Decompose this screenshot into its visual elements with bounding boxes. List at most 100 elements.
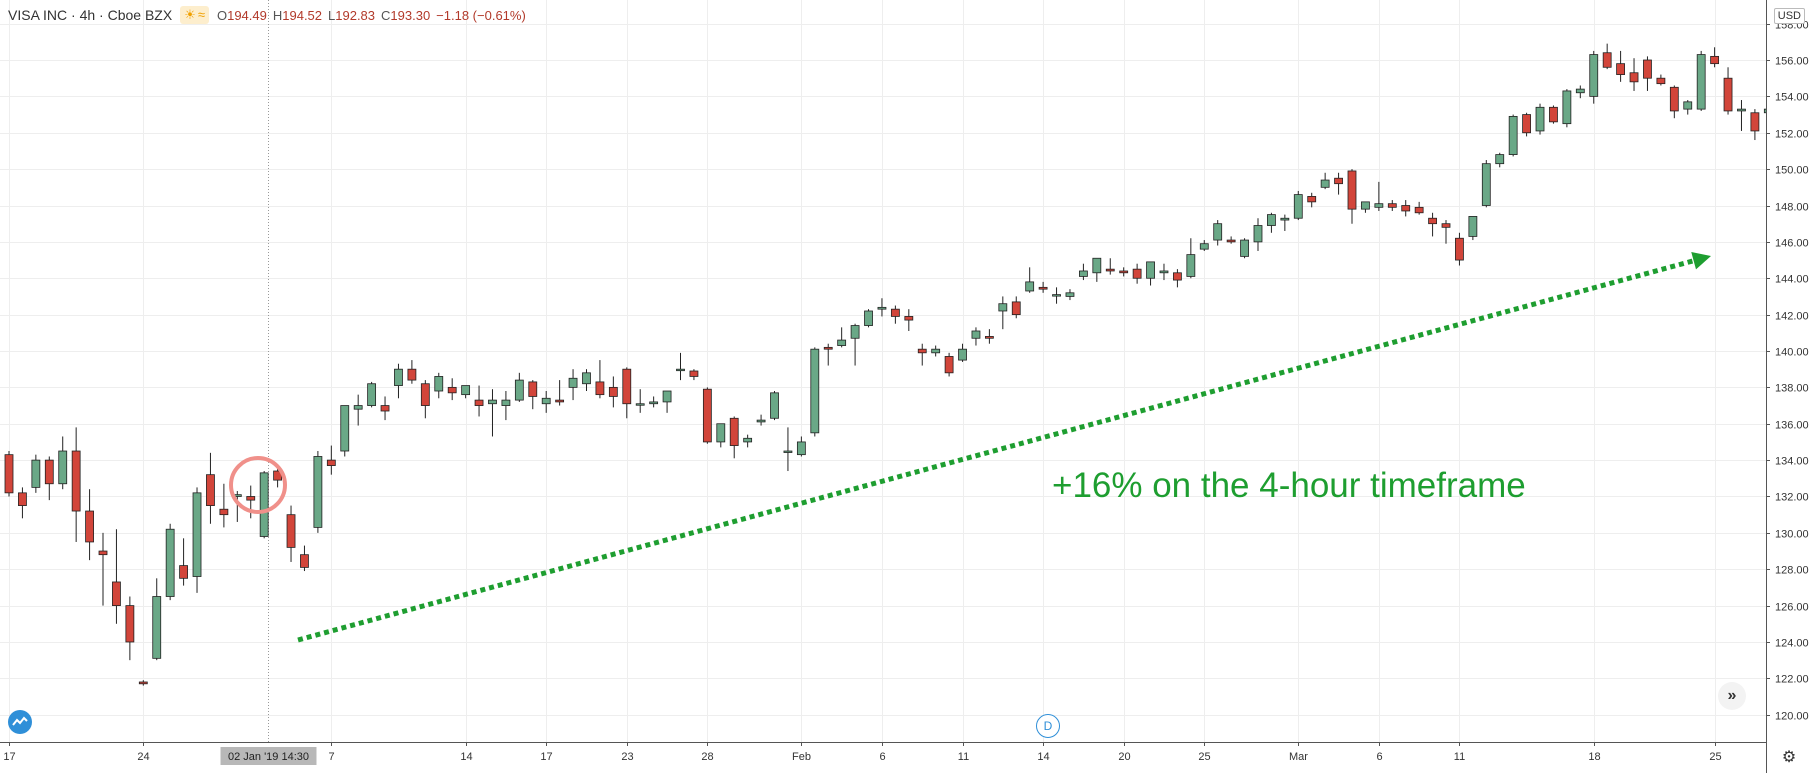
candle-body-down — [823, 346, 833, 350]
candle-body-down — [246, 496, 256, 501]
candle — [1132, 263, 1142, 284]
price-axis[interactable]: 120.00 122.00 124.00 126.00 128.00 130.00 132.… — [1766, 0, 1811, 773]
candle — [823, 343, 833, 366]
candle — [407, 360, 417, 384]
candle — [622, 367, 632, 419]
time-axis[interactable]: 17 24 7 14 17 23 28 Feb 6 11 14 20 25 Mar 6 11 18 25 02 Ja… — [0, 742, 1766, 765]
price-tick-label: 154.00 — [1775, 92, 1809, 104]
candle — [1267, 212, 1276, 233]
candle — [783, 427, 793, 472]
candle-body-up — [568, 377, 578, 388]
candle-body-up — [152, 596, 162, 659]
candle — [165, 523, 175, 601]
candle-body-down — [380, 405, 390, 412]
candle — [1293, 190, 1303, 221]
candle — [1629, 58, 1639, 91]
candle-body-down — [1643, 59, 1652, 79]
candle — [1105, 258, 1115, 275]
candle — [1240, 238, 1249, 259]
trend-arrow-line — [297, 256, 1701, 643]
price-tick-label: 130.00 — [1775, 529, 1809, 541]
candle — [1696, 50, 1706, 111]
candle-body-down — [917, 348, 927, 354]
candle — [380, 396, 390, 421]
candle-body-up — [756, 419, 766, 423]
candle-body-down — [1105, 268, 1115, 272]
candle — [676, 352, 685, 381]
candle — [716, 423, 726, 448]
candle-body-down — [608, 386, 618, 397]
candle-body-down — [1428, 217, 1437, 225]
time-tick-label: 6 — [1376, 751, 1382, 763]
candle-body-up — [1683, 101, 1693, 110]
candle-body-up — [541, 397, 551, 405]
candle-body-up — [340, 405, 350, 452]
crosshair-time-label: 02 Jan '19 14:30 — [228, 751, 309, 763]
candle — [1723, 67, 1733, 115]
gear-icon: ⚙ — [1781, 749, 1797, 766]
wave-icon: ≈ — [197, 7, 205, 22]
settings-button[interactable]: ⚙ — [1778, 746, 1800, 768]
highlight-circle — [229, 456, 287, 514]
trend-arrow — [297, 252, 1711, 643]
candle — [353, 394, 363, 426]
sun-icon: ☀ — [184, 7, 196, 22]
session-toggle[interactable]: ☀ ≈ — [180, 6, 209, 24]
candle — [1414, 201, 1424, 215]
ohlc-values: O194.49 H194.52 L192.83 C193.30 −1.18 (−… — [217, 8, 526, 23]
candle — [1253, 218, 1263, 251]
candles — [4, 43, 1787, 686]
candle-body-up — [313, 456, 323, 528]
symbol-label[interactable]: VISA INC · 4h · Cboe BZX — [8, 7, 173, 23]
time-tick-label: 23 — [621, 751, 633, 763]
candle-body-down — [206, 474, 215, 506]
candle-body-down — [1750, 112, 1760, 132]
tradingview-logo[interactable] — [6, 708, 34, 736]
candle-body-down — [702, 388, 712, 443]
candle — [447, 378, 457, 401]
candle-body-up — [998, 303, 1008, 312]
candle-body-down — [1011, 301, 1021, 316]
candle-body-up — [1535, 106, 1545, 132]
candle — [1737, 100, 1746, 131]
price-tick-label: 148.00 — [1775, 202, 1809, 214]
candle — [1025, 267, 1035, 293]
time-tick-label: 20 — [1118, 751, 1130, 763]
candle — [1387, 200, 1397, 211]
candle — [1616, 50, 1625, 82]
candle-body-up — [434, 376, 444, 392]
candle-body-up — [394, 368, 403, 386]
candle — [71, 427, 81, 542]
price-tick-label: 122.00 — [1775, 674, 1809, 686]
price-tick-label: 140.00 — [1775, 347, 1809, 359]
candle — [1186, 238, 1196, 279]
open-value: 194.49 — [227, 7, 267, 23]
candle-body-down — [18, 492, 27, 506]
candle-body-up — [367, 383, 377, 406]
candle — [702, 387, 712, 444]
candle — [1199, 240, 1209, 251]
candle — [984, 329, 994, 344]
candle — [1011, 296, 1021, 319]
candle — [958, 343, 967, 362]
time-tick-label: 7 — [328, 751, 334, 763]
candle-body-up — [1696, 54, 1706, 110]
candle — [877, 298, 887, 317]
dividend-marker[interactable]: D — [1036, 714, 1060, 738]
candle-body-up — [58, 450, 68, 485]
currency-badge[interactable]: USD — [1773, 8, 1805, 24]
candle-body-up — [877, 306, 887, 310]
candle — [541, 391, 551, 413]
candle — [944, 352, 954, 377]
candle — [1226, 236, 1236, 244]
candle — [420, 380, 430, 419]
candle — [1361, 201, 1370, 213]
crosshair-label-bg — [220, 747, 317, 765]
candle-body-up — [931, 348, 941, 354]
candle — [1173, 269, 1182, 288]
candle-body-down — [71, 450, 81, 512]
candle — [582, 369, 591, 392]
scroll-to-realtime-button[interactable]: » — [1718, 682, 1746, 710]
